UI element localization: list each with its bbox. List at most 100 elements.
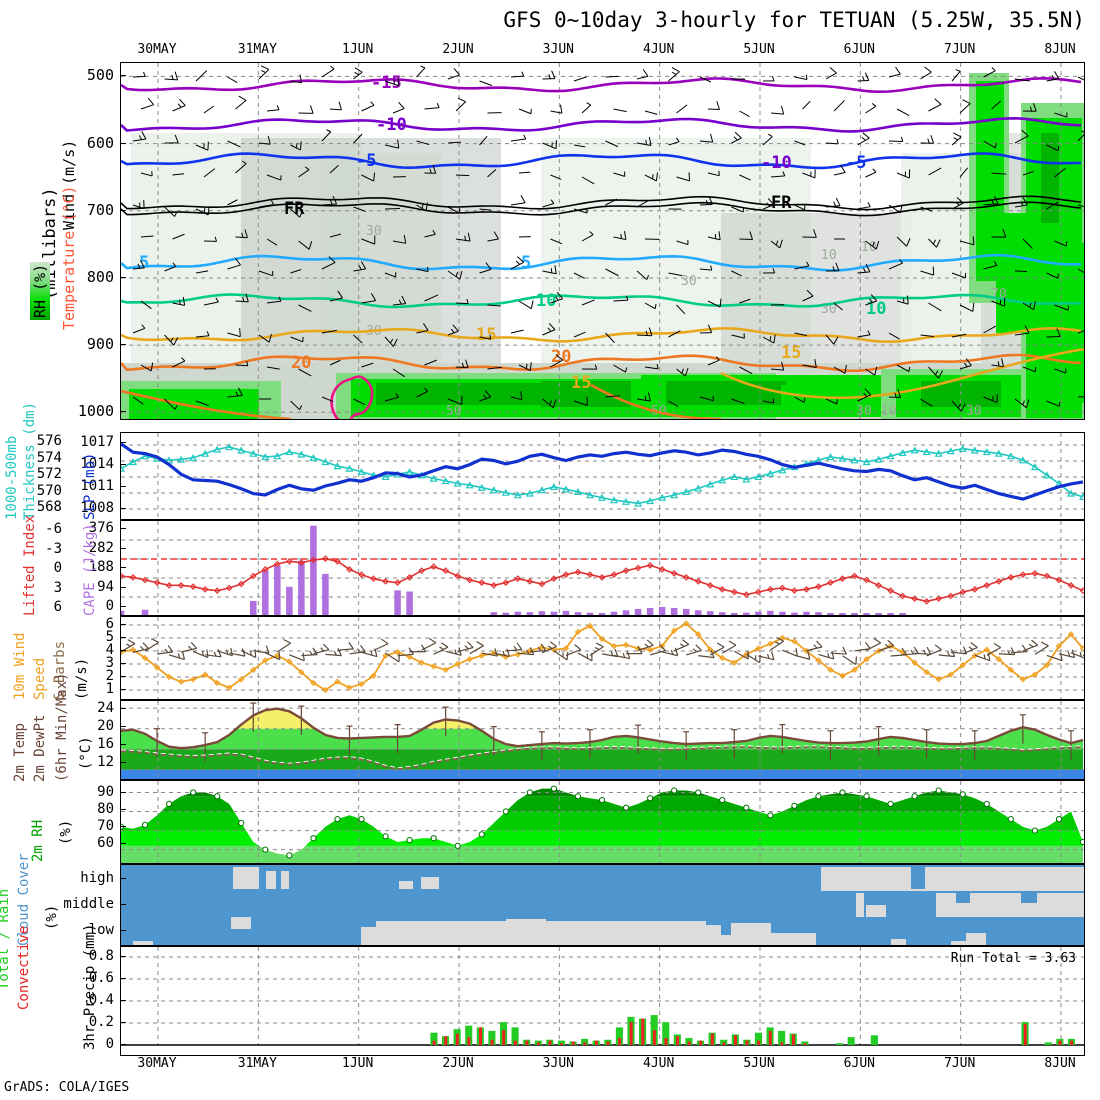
date-label: 1JUN: [342, 1056, 374, 1071]
precip-tick: 0.2: [88, 1014, 114, 1030]
lifted-index-marker: [418, 567, 426, 575]
wind-barb-10m: [156, 645, 174, 655]
cape-bar: [694, 610, 702, 615]
wind-barb: [203, 168, 216, 178]
wind-barb: [636, 392, 651, 402]
contour-label: FR: [771, 193, 792, 213]
wind-barb-10m: [168, 651, 186, 661]
wind-barb: [384, 139, 400, 149]
rh-contour-label: 10: [881, 404, 897, 419]
temp-dewpoint-panel[interactable]: [120, 700, 1085, 780]
wind-barb: [416, 266, 429, 273]
rh-tick: 70: [97, 818, 114, 834]
wind-speed-line: [121, 622, 1084, 692]
lifted-index-marker: [358, 571, 365, 579]
wind-barb: [290, 208, 304, 218]
rh-marker: [647, 795, 654, 802]
wind-barb: [636, 327, 653, 337]
wind-barb: [455, 359, 469, 369]
wind-barb: [172, 233, 185, 240]
slp-thickness-panel[interactable]: [120, 432, 1085, 520]
lifted-index-marker: [550, 575, 558, 583]
wind-barb: [707, 298, 722, 308]
wind-barb: [928, 238, 941, 248]
wind-barb: [298, 166, 310, 178]
rh-marker: [358, 816, 365, 823]
wind-speed-marker: [658, 642, 666, 650]
precip-panel[interactable]: Run Total = 3.63: [120, 946, 1085, 1056]
precip-convective-bar: [1023, 1023, 1027, 1045]
wind-barb-10m: [337, 641, 354, 651]
rh-marker: [815, 793, 822, 800]
wind-speed-marker: [226, 684, 233, 691]
wind-10m-panel[interactable]: [120, 616, 1085, 700]
contour-label: 15: [781, 343, 801, 363]
wind-barb: [416, 140, 430, 146]
lifted-index-marker: [863, 576, 870, 584]
wind-barb: [329, 101, 342, 111]
thickness-marker: [261, 453, 270, 461]
lifted-index-marker: [742, 591, 750, 599]
cloud-block: [231, 917, 251, 929]
wind-barb: [825, 262, 840, 272]
wind-barb: [794, 396, 806, 403]
wind-barb: [865, 168, 877, 178]
lifted-index-label: Lifted Index: [22, 514, 38, 616]
isotherm-20-low2: [590, 383, 722, 419]
isotherm-25: [330, 375, 374, 419]
upper-air-panel[interactable]: 30 30 30 30 50 50 30 70 10 10 30 10 -15 -10 -10 -5 -5 FR F…: [120, 62, 1085, 420]
wind-barb: [951, 69, 961, 82]
wind-barb: [353, 334, 363, 344]
cloud-cover-panel[interactable]: [120, 864, 1085, 946]
rh-2m-panel[interactable]: [120, 780, 1085, 864]
thickness-marker: [381, 473, 390, 481]
rh-label: 2m RH: [30, 819, 46, 862]
wind-barb: [172, 99, 186, 112]
wind-barb: [416, 387, 429, 398]
wind-barb: [920, 66, 932, 80]
wind-barb-10m: [661, 647, 679, 657]
precip-convective-bar: [629, 1022, 633, 1045]
cape-bar: [322, 573, 329, 615]
cape-tick: 188: [88, 559, 114, 575]
thickness-marker: [128, 458, 138, 466]
wind-barb: [140, 171, 153, 177]
cape-bar: [658, 607, 666, 615]
cape-bar: [851, 613, 858, 615]
rh-marker: [406, 837, 413, 844]
wind-speed-marker: [262, 657, 269, 664]
wind-barb: [172, 296, 186, 306]
lifted-index-marker: [622, 567, 630, 575]
lifted-index-marker: [406, 573, 413, 581]
precip-convective-bar: [444, 1036, 448, 1045]
temp-label-3: (6hr Min/Max): [54, 672, 70, 782]
rh-marker: [214, 793, 221, 800]
rh-marker: [695, 789, 702, 796]
pressure-tick: 600: [86, 133, 114, 152]
cape-bar: [803, 611, 810, 615]
lifted-index-marker: [334, 557, 341, 565]
wind-barb: [455, 97, 466, 112]
lifted-index-marker: [815, 583, 822, 591]
lifted-index-marker: [201, 585, 209, 593]
rh-marker: [743, 804, 750, 811]
temp-band: [121, 701, 1084, 708]
wind-barb: [447, 206, 461, 214]
thickness-marker: [970, 446, 979, 454]
cape-lifted-index-panel[interactable]: [120, 520, 1085, 616]
thickness-marker: [670, 491, 679, 499]
cape-bar: [574, 612, 582, 615]
wind-barb-10m: [962, 642, 978, 655]
wind-barb: [258, 65, 270, 80]
cloud-block: [133, 941, 153, 945]
temp-label-1: 2m Temp: [12, 722, 28, 782]
cape-bar: [815, 612, 822, 615]
li-tick: 6: [53, 599, 62, 615]
contour-label: 10: [536, 291, 556, 311]
wind-barb: [290, 74, 303, 84]
thickness-marker: [237, 446, 246, 454]
wind-tick: 5: [105, 629, 114, 645]
date-label: 6JUN: [843, 1056, 875, 1071]
li-tick: 3: [53, 579, 62, 596]
dewpoint-line: [121, 746, 1084, 771]
